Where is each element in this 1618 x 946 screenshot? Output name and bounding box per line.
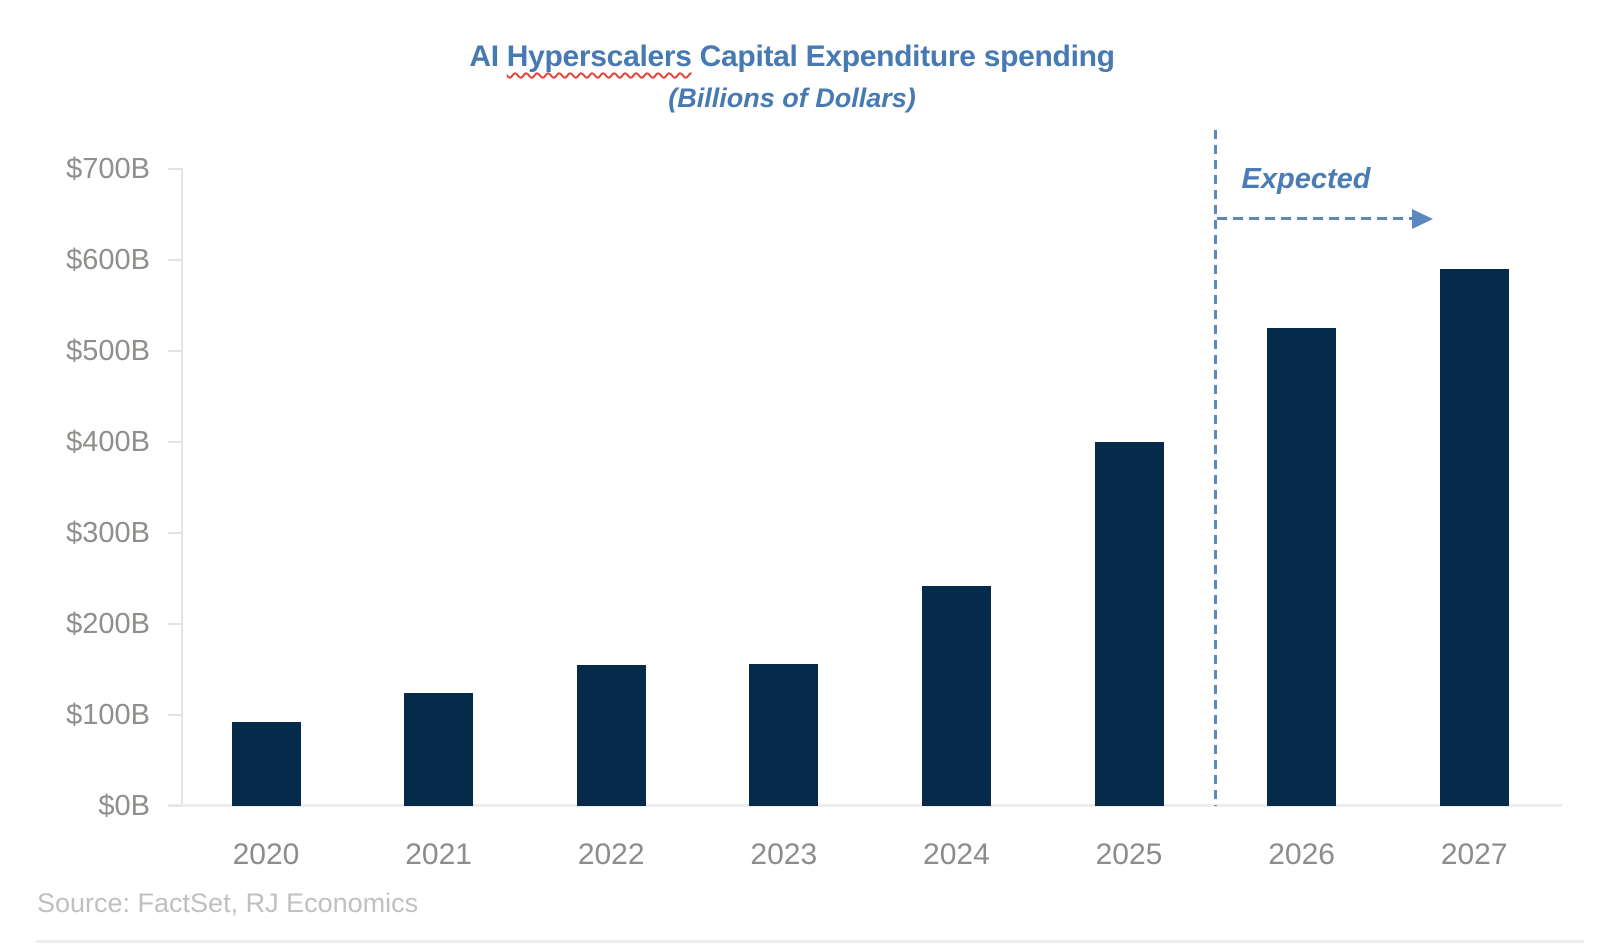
chart-title: AI Hyperscalers Capital Expenditure spen… (0, 40, 1584, 74)
y-axis-line (181, 168, 183, 806)
x-axis-label-2021: 2021 (405, 838, 472, 871)
y-axis-tick (168, 168, 181, 170)
y-axis-label: $100B (66, 699, 150, 731)
y-axis-tick (168, 805, 181, 807)
y-axis-label: $200B (66, 608, 150, 640)
expected-label: Expected (1241, 163, 1371, 195)
y-axis-tick (168, 441, 181, 443)
source-note: Source: FactSet, RJ Economics (37, 888, 419, 918)
y-axis-label: $600B (66, 244, 150, 276)
bottom-divider (36, 940, 1584, 943)
y-axis-label: $0B (98, 790, 150, 822)
x-axis-label-2027: 2027 (1440, 838, 1508, 871)
expected-arrow-line (1217, 217, 1413, 220)
x-axis-label-2020: 2020 (232, 838, 300, 871)
y-axis-label: $700B (66, 153, 150, 185)
x-axis-label-2022: 2022 (577, 838, 645, 871)
x-axis-label-2025: 2025 (1095, 838, 1163, 871)
chart-subtitle: (Billions of Dollars) (668, 83, 916, 113)
title-part-1: AI (469, 40, 507, 73)
title-part-3: Capital Expenditure spending (691, 40, 1115, 73)
bar-2024 (921, 585, 991, 806)
bar-2027 (1439, 269, 1509, 806)
bar-2022 (576, 664, 646, 806)
y-axis-tick (168, 350, 181, 352)
y-axis-label: $500B (66, 335, 150, 367)
y-axis-tick (168, 714, 181, 716)
y-axis-tick (168, 259, 181, 261)
x-axis-label-2026: 2026 (1268, 838, 1335, 871)
y-axis-label: $400B (66, 426, 150, 458)
y-axis-tick (168, 532, 181, 534)
bar-2023 (749, 664, 819, 806)
bar-2021 (404, 693, 474, 806)
x-axis-label-2023: 2023 (750, 838, 818, 871)
y-axis-label: $300B (66, 517, 150, 549)
bar-2020 (231, 722, 301, 806)
bar-2025 (1094, 442, 1164, 806)
forecast-divider-dashed-line (1214, 130, 1217, 806)
bar-2026 (1267, 328, 1337, 806)
x-axis-label-2024: 2024 (923, 838, 990, 871)
expected-arrow-head-icon (1412, 209, 1433, 229)
y-axis-tick (168, 623, 181, 625)
title-misspelled-word: Hyperscalers (506, 40, 692, 73)
x-axis-baseline (168, 804, 1562, 807)
